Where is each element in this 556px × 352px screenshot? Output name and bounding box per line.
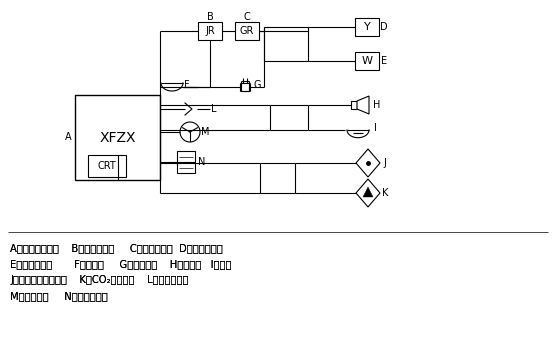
Text: L: L xyxy=(211,104,217,114)
Text: E、感温探测器       F、通风口     G、消防广播    H、扬声器   I、电话: E、感温探测器 F、通风口 G、消防广播 H、扬声器 I、电话 xyxy=(10,259,231,269)
Text: M、消防水泵     N、防火卷帘门: M、消防水泵 N、防火卷帘门 xyxy=(10,291,108,301)
Text: K: K xyxy=(382,188,388,198)
Text: A、消防控制中心    B、报警控制器     C、楼层显示器  D、感烟探测器: A、消防控制中心 B、报警控制器 C、楼层显示器 D、感烟探测器 xyxy=(10,243,223,253)
Text: I: I xyxy=(374,123,376,133)
Text: N: N xyxy=(198,157,206,167)
Bar xyxy=(198,22,222,40)
Text: B: B xyxy=(207,12,214,22)
Text: A、消防控制中心    B、报警控制器     C、楼层显示器  D、感烟探测器: A、消防控制中心 B、报警控制器 C、楼层显示器 D、感烟探测器 xyxy=(10,243,223,253)
Bar xyxy=(75,95,160,180)
Polygon shape xyxy=(363,187,373,197)
Text: M、消防水泵     N、防火卷帘门: M、消防水泵 N、防火卷帘门 xyxy=(10,291,108,301)
Bar xyxy=(355,18,379,36)
Text: G: G xyxy=(253,80,261,90)
Text: JR: JR xyxy=(205,26,215,36)
Text: H: H xyxy=(373,100,381,110)
Bar xyxy=(351,101,357,109)
Text: A: A xyxy=(64,132,71,143)
Text: J: J xyxy=(384,158,386,168)
Text: C: C xyxy=(244,12,250,22)
Text: CRT: CRT xyxy=(98,161,116,171)
Bar xyxy=(355,52,379,70)
Text: E: E xyxy=(381,56,387,66)
Text: XFZX: XFZX xyxy=(100,131,136,145)
Text: M: M xyxy=(201,127,209,137)
Text: D: D xyxy=(380,22,388,32)
Text: F: F xyxy=(184,80,190,90)
Bar xyxy=(177,151,195,173)
Polygon shape xyxy=(357,96,369,114)
Text: Y: Y xyxy=(364,22,370,32)
Text: E、感温探测器       F、通风口     G、消防广播    H、扬声器   I、电话: E、感温探测器 F、通风口 G、消防广播 H、扬声器 I、电话 xyxy=(10,259,231,269)
Text: J、自动喷水灭火系统    K、CO₂灭火系统    L、疏散指示灯: J、自动喷水灭火系统 K、CO₂灭火系统 L、疏散指示灯 xyxy=(10,275,188,285)
Text: J、自动喷水灭火系统    K、CO₂灭火系统    L、疏散指示灯: J、自动喷水灭火系统 K、CO₂灭火系统 L、疏散指示灯 xyxy=(10,275,188,285)
Bar xyxy=(88,155,126,177)
Text: W: W xyxy=(361,56,373,66)
Bar xyxy=(235,22,259,40)
Text: GR: GR xyxy=(240,26,254,36)
